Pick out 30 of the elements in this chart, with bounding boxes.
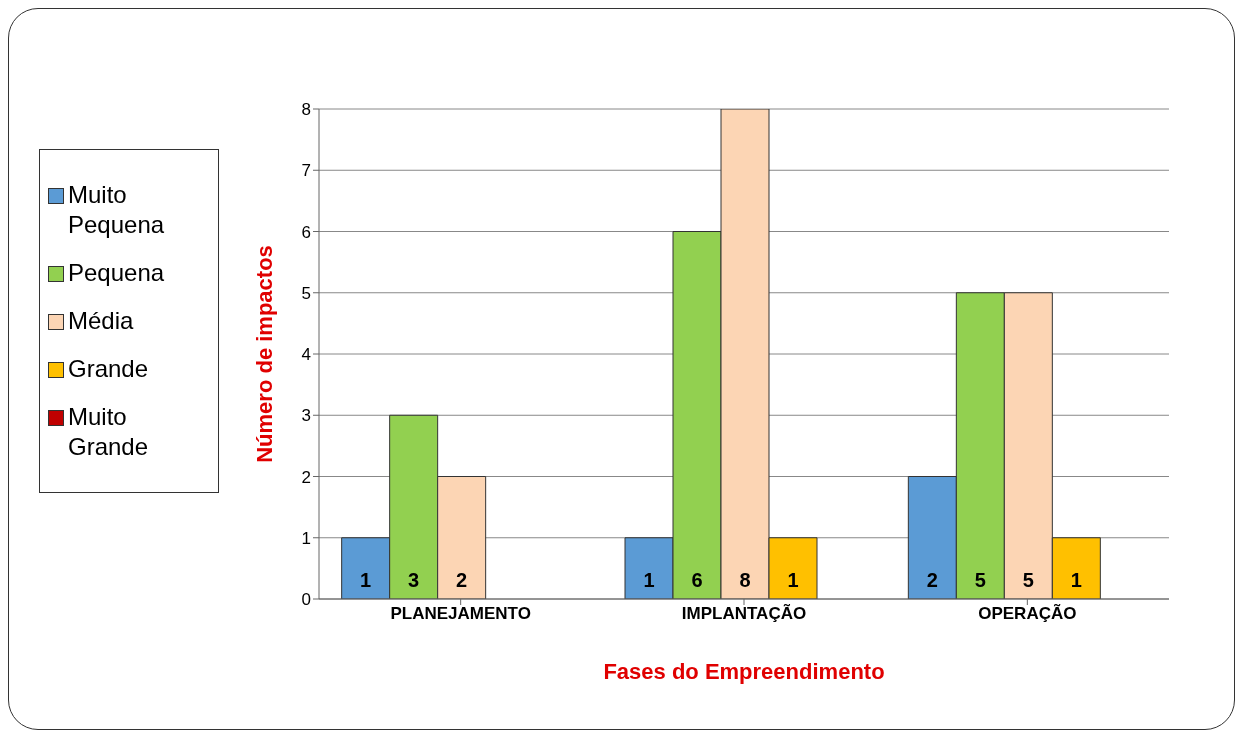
data-label: 5 — [974, 569, 986, 591]
legend-label: Pequena — [68, 258, 165, 288]
data-label: 3 — [408, 569, 420, 591]
y-tick-label: 2 — [301, 467, 311, 487]
y-tick-label: 4 — [301, 345, 311, 365]
legend-label: Muito Pequena — [68, 180, 166, 240]
y-tick-label: 3 — [301, 406, 311, 426]
legend-label: Muito Grande — [68, 402, 150, 462]
data-label: 1 — [787, 569, 799, 591]
data-label: 1 — [1070, 569, 1082, 591]
data-label: 2 — [456, 569, 468, 591]
legend-label: Média — [68, 306, 134, 336]
legend-label: Grande — [68, 354, 149, 384]
data-label: 5 — [1022, 569, 1034, 591]
x-tick-label: IMPLANTAÇÃO — [681, 603, 807, 624]
x-axis-title: Fases do Empreendimento — [603, 659, 885, 684]
x-tick-label: PLANEJAMENTO — [390, 604, 531, 624]
y-tick-label: 5 — [301, 283, 311, 303]
data-label: 6 — [691, 569, 703, 591]
y-tick-label: 8 — [301, 100, 311, 120]
x-tick-label: OPERAÇÃO — [978, 603, 1077, 624]
y-tick-label: 1 — [301, 528, 311, 548]
y-tick-label: 7 — [301, 161, 311, 181]
data-label: 1 — [643, 569, 655, 591]
data-label: 1 — [360, 569, 372, 591]
y-tick-label: 6 — [301, 222, 311, 242]
y-axis-title: Número de impactos — [251, 245, 277, 463]
y-tick-label: 0 — [301, 590, 311, 610]
data-label: 2 — [926, 569, 938, 591]
data-label: 8 — [739, 569, 751, 591]
